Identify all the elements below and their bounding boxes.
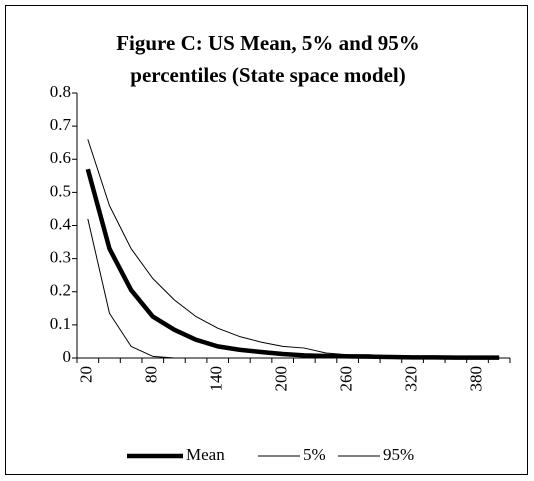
y-tick-label: 0.6 (50, 148, 71, 167)
y-tick-label: 0.1 (50, 314, 71, 333)
x-tick-label: 260 (337, 366, 356, 392)
chart-title: Figure C: US Mean, 5% and 95% (116, 31, 420, 55)
y-tick-label: 0 (63, 347, 72, 366)
x-tick-label: 20 (77, 366, 96, 383)
y-tick-label: 0.5 (50, 181, 71, 200)
line-series (85, 168, 500, 360)
x-tick-label: 380 (466, 366, 485, 392)
legend-label: 5% (303, 445, 326, 464)
y-tick-label: 0.7 (50, 115, 72, 134)
y-tick-label: 0.3 (50, 248, 71, 267)
line-series (87, 218, 500, 359)
legend-label: 95% (383, 445, 414, 464)
x-tick-label: 200 (272, 366, 291, 392)
x-tick-label: 320 (401, 366, 420, 392)
y-tick-label: 0.2 (50, 281, 71, 300)
x-tick-label: 80 (142, 366, 161, 383)
line-series (87, 139, 500, 358)
legend-label: Mean (186, 445, 225, 464)
chart-title: percentiles (State space model) (130, 63, 405, 87)
y-tick-label: 0.4 (50, 214, 72, 233)
y-tick-label: 0.8 (50, 82, 71, 101)
x-tick-label: 140 (207, 366, 226, 392)
